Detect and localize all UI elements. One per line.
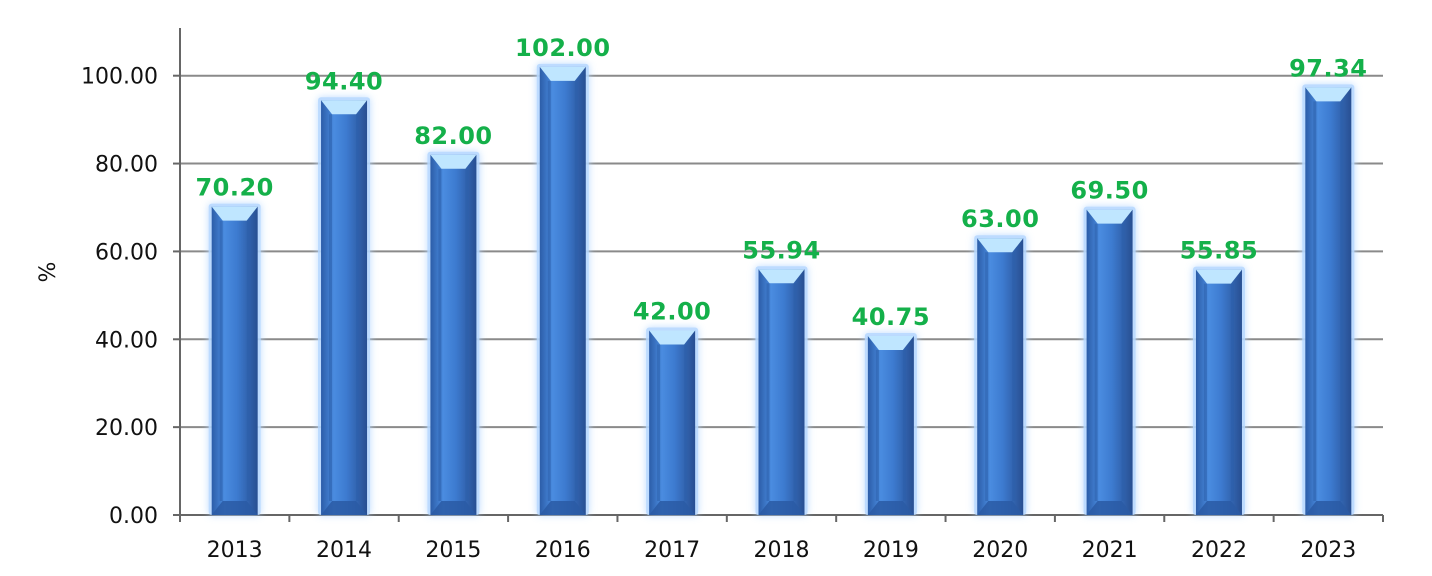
bar-side-shade [1094, 223, 1098, 501]
y-tick-label: 60.00 [95, 240, 158, 265]
y-tick-label: 0.00 [109, 504, 158, 529]
bar-side-shade [793, 283, 797, 501]
bar-top-bevel [211, 206, 258, 221]
bar-bottom-bevel [321, 501, 368, 515]
bar-side-shade [766, 283, 770, 501]
x-tick-label: 2020 [972, 538, 1028, 563]
data-labels: 70.20 94.40 82.00 102.00 42.00 55.94 40.75 63.0… [195, 34, 1367, 331]
data-label-2018: 55.94 [742, 236, 820, 264]
data-label-2020: 63.00 [961, 205, 1039, 233]
x-tick-label: 2022 [1191, 538, 1247, 563]
data-label-2022: 55.85 [1180, 237, 1258, 265]
bar-side-shade [875, 349, 879, 501]
bar-top-bevel [867, 335, 914, 350]
data-label-2019: 40.75 [852, 303, 930, 331]
bar-side-shade [219, 220, 223, 502]
bar-bottom-bevel [211, 501, 258, 515]
bar-top-bevel [1305, 87, 1352, 102]
bar-bottom-bevel [867, 501, 914, 515]
x-tick-label: 2013 [207, 538, 263, 563]
bar-side-shade [547, 80, 551, 501]
bar-2013 [211, 206, 258, 516]
x-tick-label: 2017 [644, 538, 700, 563]
x-tick-label: 2018 [754, 538, 810, 563]
data-label-2014: 94.40 [305, 67, 383, 95]
bar-side-shade [985, 252, 989, 501]
bar-side-shade [1012, 252, 1016, 501]
bar-2016 [539, 66, 586, 515]
data-label-2015: 82.00 [414, 122, 492, 150]
bar-side-shade [657, 344, 661, 501]
x-tick-label: 2019 [863, 538, 919, 563]
bar-2018 [758, 269, 805, 515]
bar-2021 [1086, 209, 1133, 515]
bar-2023 [1305, 87, 1352, 516]
axes: 0.00 20.00 40.00 60.00 80.00 100.00 2013 2014 20… [81, 28, 1384, 563]
y-tick-label: 40.00 [95, 328, 158, 353]
bar-2015 [430, 154, 477, 516]
bar-top-bevel [430, 154, 477, 169]
bar-side-shade [1121, 223, 1125, 501]
y-tick-label: 100.00 [81, 65, 158, 90]
x-tick-label: 2016 [535, 538, 591, 563]
bar-bottom-bevel [1195, 501, 1242, 515]
bar-bottom-bevel [758, 501, 805, 515]
data-label-2023: 97.34 [1289, 54, 1367, 82]
bar-bottom-bevel [539, 501, 586, 515]
bar-side-shade [684, 344, 688, 501]
y-axis-label: % [36, 262, 61, 283]
bar-2014 [321, 100, 368, 516]
bar-side-shade [574, 80, 578, 501]
data-label-2021: 69.50 [1070, 177, 1148, 205]
bar-top-bevel [1195, 269, 1242, 284]
bar-top-bevel [539, 66, 586, 81]
bar-2017 [649, 330, 696, 515]
x-tick-label: 2015 [425, 538, 481, 563]
bar-side-shade [1203, 283, 1207, 501]
bar-side-shade [329, 114, 333, 502]
bar-side-shade [356, 114, 360, 502]
y-tick-label: 20.00 [95, 416, 158, 441]
bar-top-bevel [321, 100, 368, 115]
bar-top-bevel [758, 269, 805, 284]
bar-side-shade [246, 220, 250, 502]
bar-bottom-bevel [430, 501, 477, 515]
y-tick-label: 80.00 [95, 153, 158, 178]
bar-2020 [977, 238, 1024, 515]
x-tick-label: 2021 [1082, 538, 1138, 563]
bar-side-shade [902, 349, 906, 501]
gridlines [180, 74, 1383, 429]
bar-bottom-bevel [977, 501, 1024, 515]
data-label-2017: 42.00 [633, 297, 711, 325]
bars [208, 63, 1355, 516]
data-label-2016: 102.00 [515, 34, 611, 62]
bar-side-shade [1313, 101, 1317, 502]
bar-side-shade [1230, 283, 1234, 501]
bar-top-bevel [977, 238, 1024, 253]
x-tick-label: 2023 [1300, 538, 1356, 563]
bar-bottom-bevel [1086, 501, 1133, 515]
bar-2019 [867, 335, 914, 515]
bar-side-shade [438, 168, 442, 502]
bar-bottom-bevel [1305, 501, 1352, 515]
x-tick-label: 2014 [316, 538, 372, 563]
data-label-2013: 70.20 [195, 174, 273, 202]
bar-top-bevel [649, 330, 696, 345]
bar-bottom-bevel [649, 501, 696, 515]
bar-side-shade [465, 168, 469, 502]
bar-2022 [1195, 269, 1242, 515]
bar-top-bevel [1086, 209, 1133, 224]
bar-side-shade [1340, 101, 1344, 502]
